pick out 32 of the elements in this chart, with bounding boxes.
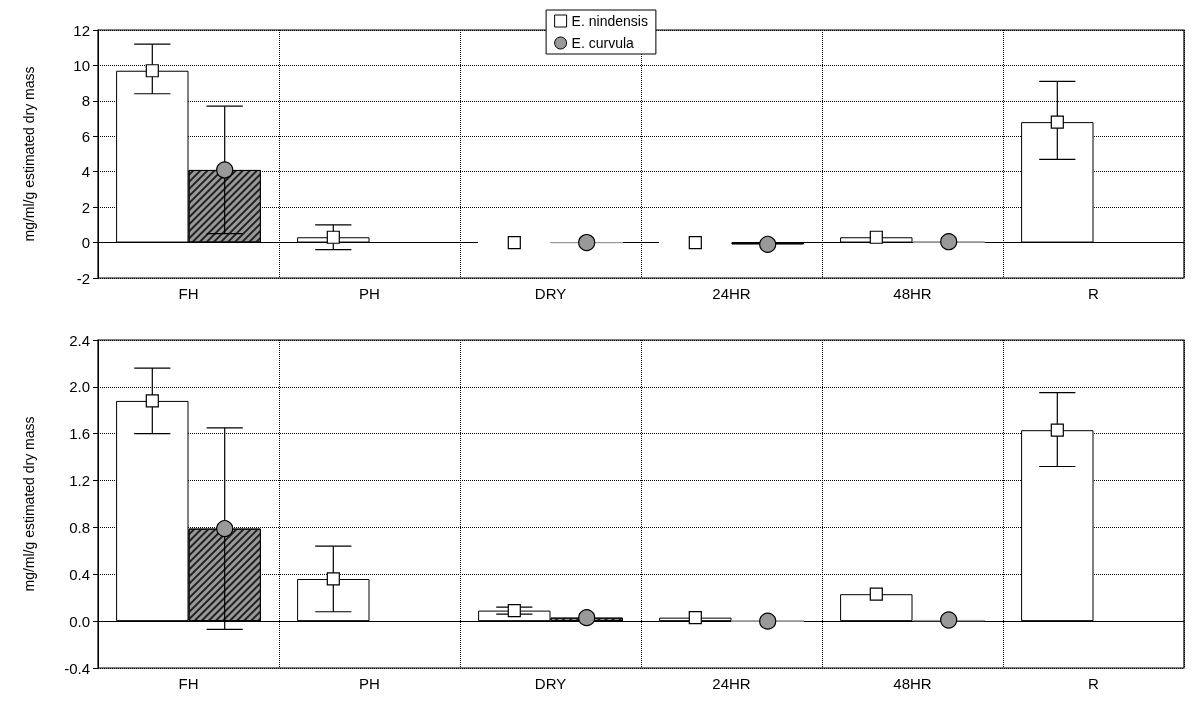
y-tick-label: -0.4 xyxy=(64,659,90,677)
y-tick-label: -2 xyxy=(76,269,90,287)
y-tick-label: 2.4 xyxy=(69,331,90,349)
y-tick-label: 0.8 xyxy=(69,518,90,536)
x-tick-label: FH xyxy=(178,285,199,302)
x-tick-label: R xyxy=(1088,675,1100,692)
x-tick-label: DRY xyxy=(534,285,567,302)
y-tick-label: 0.4 xyxy=(69,565,90,583)
x-tick-label: 24HR xyxy=(712,675,751,692)
y-axis-title: mg/ml/g estimated dry mass xyxy=(21,416,37,592)
x-tick-label: PH xyxy=(359,285,380,302)
y-axis-title: mg/ml/g estimated dry mass xyxy=(21,66,37,242)
y-tick-label: 1.6 xyxy=(69,425,90,443)
y-tick-label: 12 xyxy=(73,21,90,39)
x-tick-label: 48HR xyxy=(893,285,932,302)
x-tick-label: DRY xyxy=(534,675,567,692)
y-tick-label: 0.0 xyxy=(69,612,90,630)
x-tick-label: FH xyxy=(178,675,199,692)
y-tick-label: 0 xyxy=(81,234,90,252)
y-tick-label: 4 xyxy=(81,163,90,181)
y-tick-label: 2 xyxy=(81,198,90,216)
legend-label: E. nindensis xyxy=(571,13,648,29)
y-tick-label: 10 xyxy=(73,56,90,74)
y-tick-label: 2.0 xyxy=(69,378,90,396)
y-tick-label: 6 xyxy=(81,127,90,145)
legend-label: E. curvula xyxy=(571,35,635,51)
x-tick-label: PH xyxy=(359,675,380,692)
y-tick-label: 8 xyxy=(81,92,90,110)
x-tick-label: 24HR xyxy=(712,285,751,302)
x-tick-label: R xyxy=(1088,285,1100,302)
x-tick-label: 48HR xyxy=(893,675,932,692)
y-tick-label: 1.2 xyxy=(69,472,90,490)
